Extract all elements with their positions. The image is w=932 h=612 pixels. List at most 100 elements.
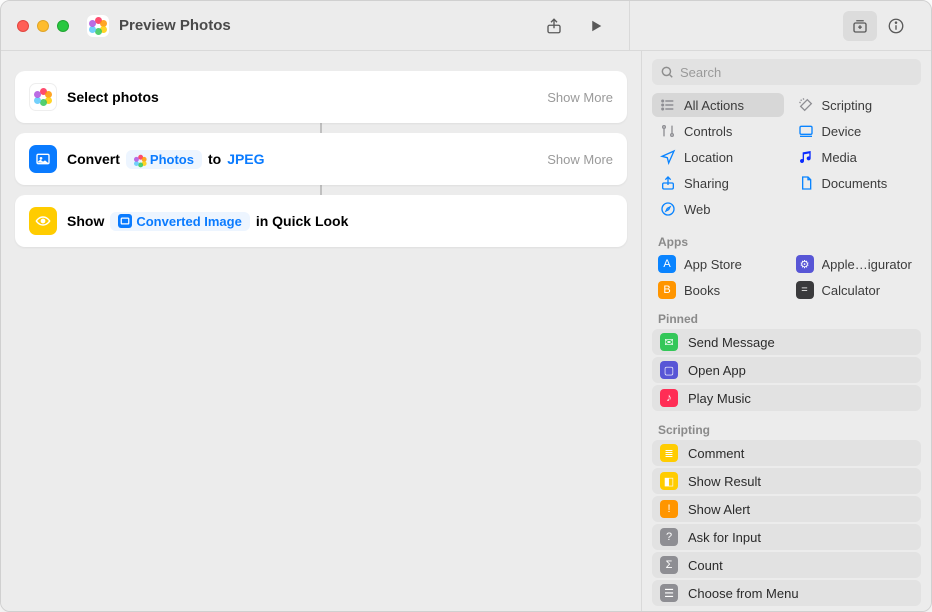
action-text: to <box>208 151 221 167</box>
quicklook-icon <box>29 207 57 235</box>
app-label: App Store <box>684 257 742 272</box>
photos-icon <box>29 83 57 111</box>
action-title: Convert Photos to JPEG <box>67 150 265 169</box>
action-text: Convert <box>67 151 120 167</box>
safari-icon <box>660 201 676 217</box>
close-button[interactable] <box>17 20 29 32</box>
apps-grid: A App Store ⚙ Apple…igurator B Books =Calculat… <box>642 252 931 306</box>
app-window: Preview Photos <box>0 0 932 612</box>
category-all-actions[interactable]: All Actions <box>652 93 784 117</box>
action-row[interactable]: ☰ Choose from Menu <box>652 580 921 606</box>
app-row[interactable]: ⚙ Apple…igurator <box>790 252 922 276</box>
share-icon <box>660 175 676 191</box>
action-text: Select photos <box>67 89 159 105</box>
row-icon: ▢ <box>660 361 678 379</box>
category-controls[interactable]: Controls <box>652 119 784 143</box>
variable-token[interactable]: Converted Image <box>110 212 249 231</box>
row-label: Play Music <box>688 391 751 406</box>
action-row[interactable]: ✉Send Message <box>652 329 921 355</box>
window-controls <box>17 20 69 32</box>
location-icon <box>660 149 676 165</box>
app-row[interactable]: A App Store <box>652 252 784 276</box>
sliders-icon <box>660 123 676 139</box>
category-label: Controls <box>684 124 732 139</box>
row-icon: Σ <box>660 556 678 574</box>
category-label: Documents <box>822 176 888 191</box>
shortcut-icon <box>87 15 109 37</box>
category-label: Sharing <box>684 176 729 191</box>
wand-icon <box>798 97 814 113</box>
list-icon <box>660 97 676 113</box>
section-label-scripting: Scripting <box>642 417 931 440</box>
share-button[interactable] <box>537 11 571 41</box>
action-row[interactable]: ≣Comment <box>652 440 921 466</box>
action-row[interactable]: ▢ Open App <box>652 357 921 383</box>
category-media[interactable]: Media <box>790 145 922 169</box>
library-sidebar: All Actions Scripting Controls Device Locati… <box>641 51 931 611</box>
action-card[interactable]: Show Converted Image in Quick Look <box>15 195 627 247</box>
action-row[interactable]: ?Ask for Input <box>652 524 921 550</box>
token-label: Converted Image <box>136 214 241 229</box>
category-label: All Actions <box>684 98 744 113</box>
action-connector <box>320 185 322 195</box>
app-row[interactable]: B Books <box>652 278 784 302</box>
section-label-pinned: Pinned <box>642 306 931 329</box>
zoom-button[interactable] <box>57 20 69 32</box>
image-token-icon <box>118 214 132 228</box>
minimize-button[interactable] <box>37 20 49 32</box>
row-icon: ◧ <box>660 472 678 490</box>
category-label: Media <box>822 150 857 165</box>
app-row[interactable]: =Calculator <box>790 278 922 302</box>
action-row[interactable]: ◧ Show Result <box>652 468 921 494</box>
app-label: Books <box>684 283 720 298</box>
category-label: Location <box>684 150 733 165</box>
search-input[interactable] <box>652 59 921 85</box>
library-toggle-button[interactable] <box>843 11 877 41</box>
category-label: Device <box>822 124 862 139</box>
row-label: Show Result <box>688 474 761 489</box>
row-label: Count <box>688 558 723 573</box>
scripting-list: ≣Comment ◧ Show Result! Show Alert ?Ask for … <box>642 440 931 611</box>
category-sharing[interactable]: Sharing <box>652 171 784 195</box>
category-label: Scripting <box>822 98 873 113</box>
row-icon: ♪ <box>660 389 678 407</box>
run-button[interactable] <box>579 11 613 41</box>
section-label-apps: Apps <box>642 229 931 252</box>
format-picker[interactable]: JPEG <box>227 151 264 167</box>
app-icon: = <box>796 281 814 299</box>
app-icon: B <box>658 281 676 299</box>
row-icon: ! <box>660 500 678 518</box>
row-icon: ☰ <box>660 584 678 602</box>
show-more-button[interactable]: Show More <box>547 90 613 105</box>
action-card[interactable]: Select photos Show More <box>15 71 627 123</box>
window-title: Preview Photos <box>119 17 231 34</box>
app-icon: A <box>658 255 676 273</box>
action-row[interactable]: ♪ Play Music <box>652 385 921 411</box>
app-label: Apple…igurator <box>822 257 912 272</box>
category-scripting[interactable]: Scripting <box>790 93 922 117</box>
photos-token[interactable]: Photos <box>126 150 202 169</box>
category-grid: All Actions Scripting Controls Device Locati… <box>642 91 931 229</box>
row-label: Choose from Menu <box>688 586 799 601</box>
row-label: Comment <box>688 446 744 461</box>
show-more-button[interactable]: Show More <box>547 152 613 167</box>
action-title: Show Converted Image in Quick Look <box>67 212 348 231</box>
titlebar: Preview Photos <box>1 1 931 51</box>
category-web[interactable]: Web <box>652 197 784 221</box>
row-label: Open App <box>688 363 746 378</box>
music-icon <box>798 149 814 165</box>
category-device[interactable]: Device <box>790 119 922 143</box>
app-icon: ⚙ <box>796 255 814 273</box>
action-row[interactable]: ! Show Alert <box>652 496 921 522</box>
action-card[interactable]: Convert Photos to JPEG Show More <box>15 133 627 185</box>
editor-canvas[interactable]: Select photos Show More Convert Photos t… <box>1 51 641 611</box>
row-label: Send Message <box>688 335 775 350</box>
info-button[interactable] <box>879 11 913 41</box>
action-connector <box>320 123 322 133</box>
category-location[interactable]: Location <box>652 145 784 169</box>
token-label: Photos <box>150 152 194 167</box>
action-row[interactable]: Σ Count <box>652 552 921 578</box>
row-label: Show Alert <box>688 502 750 517</box>
category-documents[interactable]: Documents <box>790 171 922 195</box>
action-text: in Quick Look <box>256 213 349 229</box>
